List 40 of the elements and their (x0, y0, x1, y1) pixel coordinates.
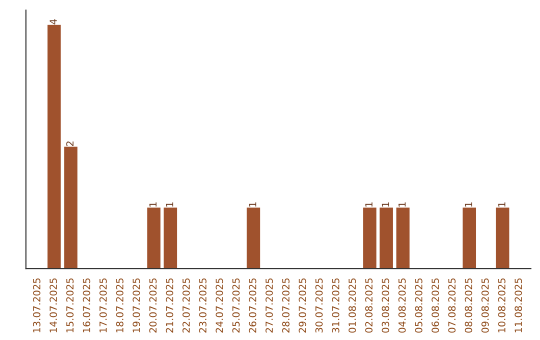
x-tick-label: 04.08.2025 (398, 278, 406, 333)
x-tick-label: 20.07.2025 (149, 278, 157, 333)
data-label: 1 (382, 202, 390, 207)
data-label: 4 (50, 19, 57, 24)
data-label: 2 (66, 142, 74, 146)
x-tick-label: 02.08.2025 (365, 278, 373, 333)
x-tick-label: 26.07.2025 (248, 278, 256, 333)
x-tick-label: 15.07.2025 (66, 278, 74, 332)
x-tick-label: 07.08.2025 (448, 278, 456, 333)
data-label: 1 (149, 202, 156, 207)
x-tick-label: 17.07.2025 (99, 278, 107, 332)
x-tick-label: 21.07.2025 (166, 278, 174, 333)
x-tick-label: 29.07.2025 (298, 278, 306, 333)
x-tick-label: 24.07.2025 (216, 278, 224, 333)
x-tick-label: 28.07.2025 (282, 278, 290, 333)
x-tick-label: 13.07.2025 (33, 278, 40, 332)
x-tick-label: 31.07.2025 (332, 278, 340, 333)
data-label: 1 (249, 202, 256, 207)
x-tick-label: 18.07.2025 (116, 278, 124, 332)
x-tick-label: 23.07.2025 (199, 278, 206, 333)
x-tick-label: 09.08.2025 (481, 278, 489, 333)
x-tick-label: 16.07.2025 (82, 278, 90, 332)
x-tick-label: 08.08.2025 (464, 278, 472, 333)
x-tick-label: 03.08.2025 (382, 278, 390, 333)
data-label: 1 (365, 202, 372, 207)
data-label: 1 (166, 202, 174, 207)
x-tick-label: 22.07.2025 (182, 278, 190, 333)
x-tick-label: 27.07.2025 (266, 278, 273, 333)
x-tick-label: 06.08.2025 (432, 278, 439, 333)
data-label: 1 (498, 202, 506, 207)
data-label: 1 (464, 202, 472, 207)
x-tick-label: 25.07.2025 (232, 278, 240, 333)
x-tick-label: 11.08.2025 (514, 278, 522, 332)
x-tick-label: 30.07.2025 (315, 278, 323, 333)
data-label: 1 (398, 202, 406, 207)
x-tick-label: 01.08.2025 (348, 278, 356, 333)
x-tick-label: 05.08.2025 (415, 278, 422, 333)
x-tick-label: 19.07.2025 (132, 278, 140, 332)
x-tick-label: 14.07.2025 (50, 278, 57, 332)
x-tick-label: 10.08.2025 (498, 278, 506, 332)
